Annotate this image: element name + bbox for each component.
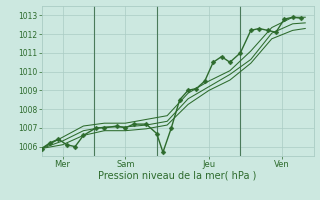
X-axis label: Pression niveau de la mer( hPa ): Pression niveau de la mer( hPa ) <box>99 171 257 181</box>
